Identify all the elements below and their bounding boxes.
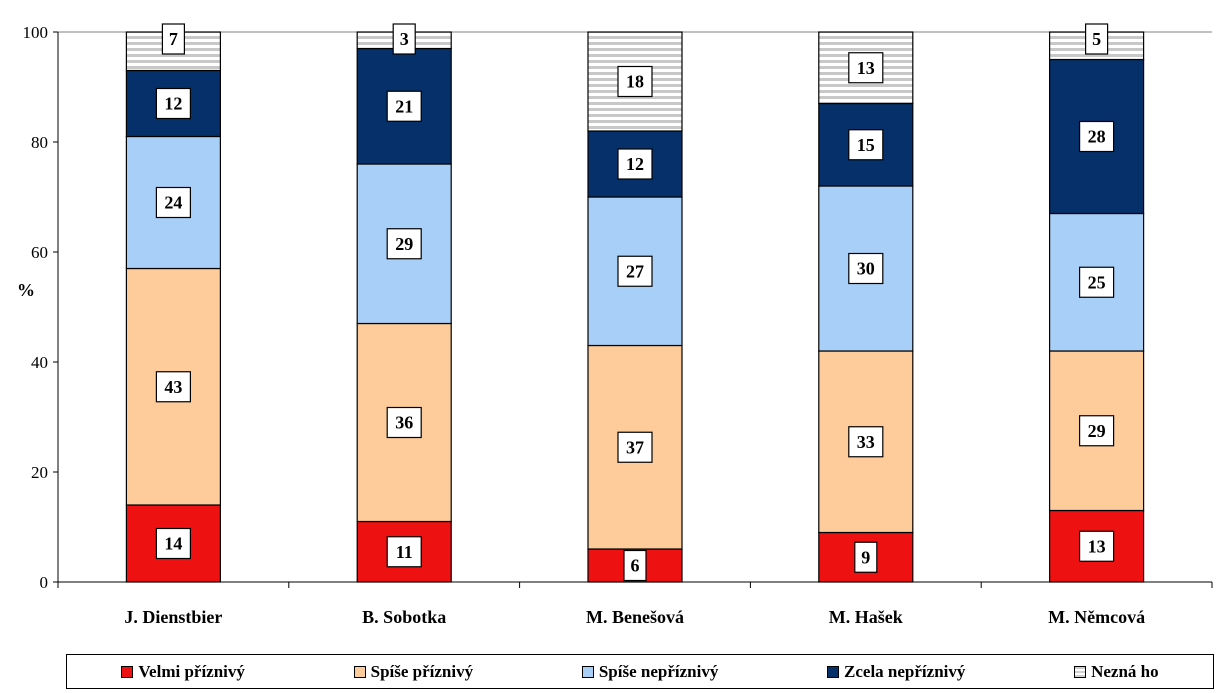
data-label: 27 [626, 261, 644, 281]
data-label-box [386, 228, 422, 260]
data-label: 37 [626, 437, 644, 457]
data-label: 18 [626, 72, 644, 92]
data-label-box [392, 23, 416, 55]
data-label: 6 [631, 556, 640, 576]
data-label: 36 [395, 413, 413, 433]
data-label-box [617, 65, 653, 98]
data-label: 5 [1092, 29, 1101, 49]
data-label-box [386, 406, 422, 439]
legend-label: Nezná ho [1091, 661, 1159, 681]
data-label-box [155, 87, 191, 120]
data-label-box [848, 426, 884, 458]
data-label: 33 [857, 432, 875, 452]
legend-swatch [581, 665, 594, 678]
legend-label: Velmi příznivý [138, 661, 245, 681]
data-label: 29 [395, 234, 413, 254]
data-label-box [848, 252, 884, 285]
y-axis-title: % [17, 280, 35, 300]
category-label: M. Hašek [829, 607, 903, 627]
legend-item: Zcela nepříznivý [827, 662, 965, 682]
y-tick-label: 100 [23, 23, 49, 42]
data-label-box [617, 148, 653, 180]
data-label-box [623, 549, 647, 582]
legend-item: Spíše nepříznivý [581, 661, 719, 682]
category-label: B. Sobotka [362, 607, 446, 627]
data-label: 30 [857, 259, 875, 279]
bar-segment [1048, 509, 1145, 583]
data-label: 9 [861, 547, 870, 567]
data-label-box [848, 52, 884, 84]
data-label-box [1078, 530, 1115, 562]
data-label-box [1084, 23, 1109, 55]
data-label-box [386, 90, 422, 122]
data-label-box [617, 431, 653, 463]
legend-swatch [121, 665, 134, 678]
legend-swatch [353, 665, 366, 678]
data-label: 12 [626, 154, 644, 174]
data-label: 13 [1088, 536, 1106, 556]
data-label: 28 [1088, 127, 1106, 147]
data-label-box [1078, 415, 1115, 447]
data-label: 7 [169, 29, 178, 49]
data-label: 13 [857, 58, 875, 78]
data-label: 29 [1088, 421, 1106, 441]
category-label: M. Benešová [586, 607, 684, 627]
y-tick-label: 60 [31, 243, 48, 262]
y-tick-label: 40 [31, 353, 48, 372]
legend-swatch [1074, 665, 1087, 678]
y-tick-label: 20 [31, 463, 48, 482]
y-tick-label: 0 [40, 573, 49, 592]
data-label-box [854, 541, 878, 573]
data-label-box [386, 536, 422, 568]
category-label: M. Němcová [1048, 607, 1145, 627]
data-label: 24 [164, 193, 182, 213]
category-label: J. Dienstbier [124, 607, 222, 627]
data-label: 11 [396, 542, 413, 562]
data-label: 43 [164, 377, 182, 397]
data-label: 15 [857, 135, 875, 155]
data-label: 21 [395, 96, 413, 116]
chart-legend: Velmi příznivý Spíše příznivý Spíše nepříz… [66, 654, 1214, 689]
legend-label: Zcela nepříznivý [844, 661, 966, 681]
data-label-box [155, 186, 191, 219]
data-label-box [617, 255, 653, 287]
data-label-box [1078, 120, 1115, 153]
legend-item: Spíše příznivý [353, 661, 474, 682]
data-label-box [155, 527, 191, 560]
legend-swatch [827, 665, 840, 678]
data-label: 12 [164, 94, 182, 114]
data-label-box [848, 129, 884, 161]
data-label: 25 [1088, 272, 1106, 292]
data-label-box [1078, 266, 1115, 298]
legend-label: Spíše nepříznivý [598, 661, 719, 681]
y-tick-label: 80 [31, 133, 48, 152]
data-label: 14 [164, 534, 182, 554]
legend-item: Nezná ho [1074, 662, 1159, 682]
legend-item: Velmi příznivý [121, 662, 245, 682]
legend-label: Spíše příznivý [370, 661, 474, 681]
data-label-box [161, 23, 185, 55]
data-label: 3 [400, 29, 409, 49]
data-label-box [155, 371, 191, 403]
